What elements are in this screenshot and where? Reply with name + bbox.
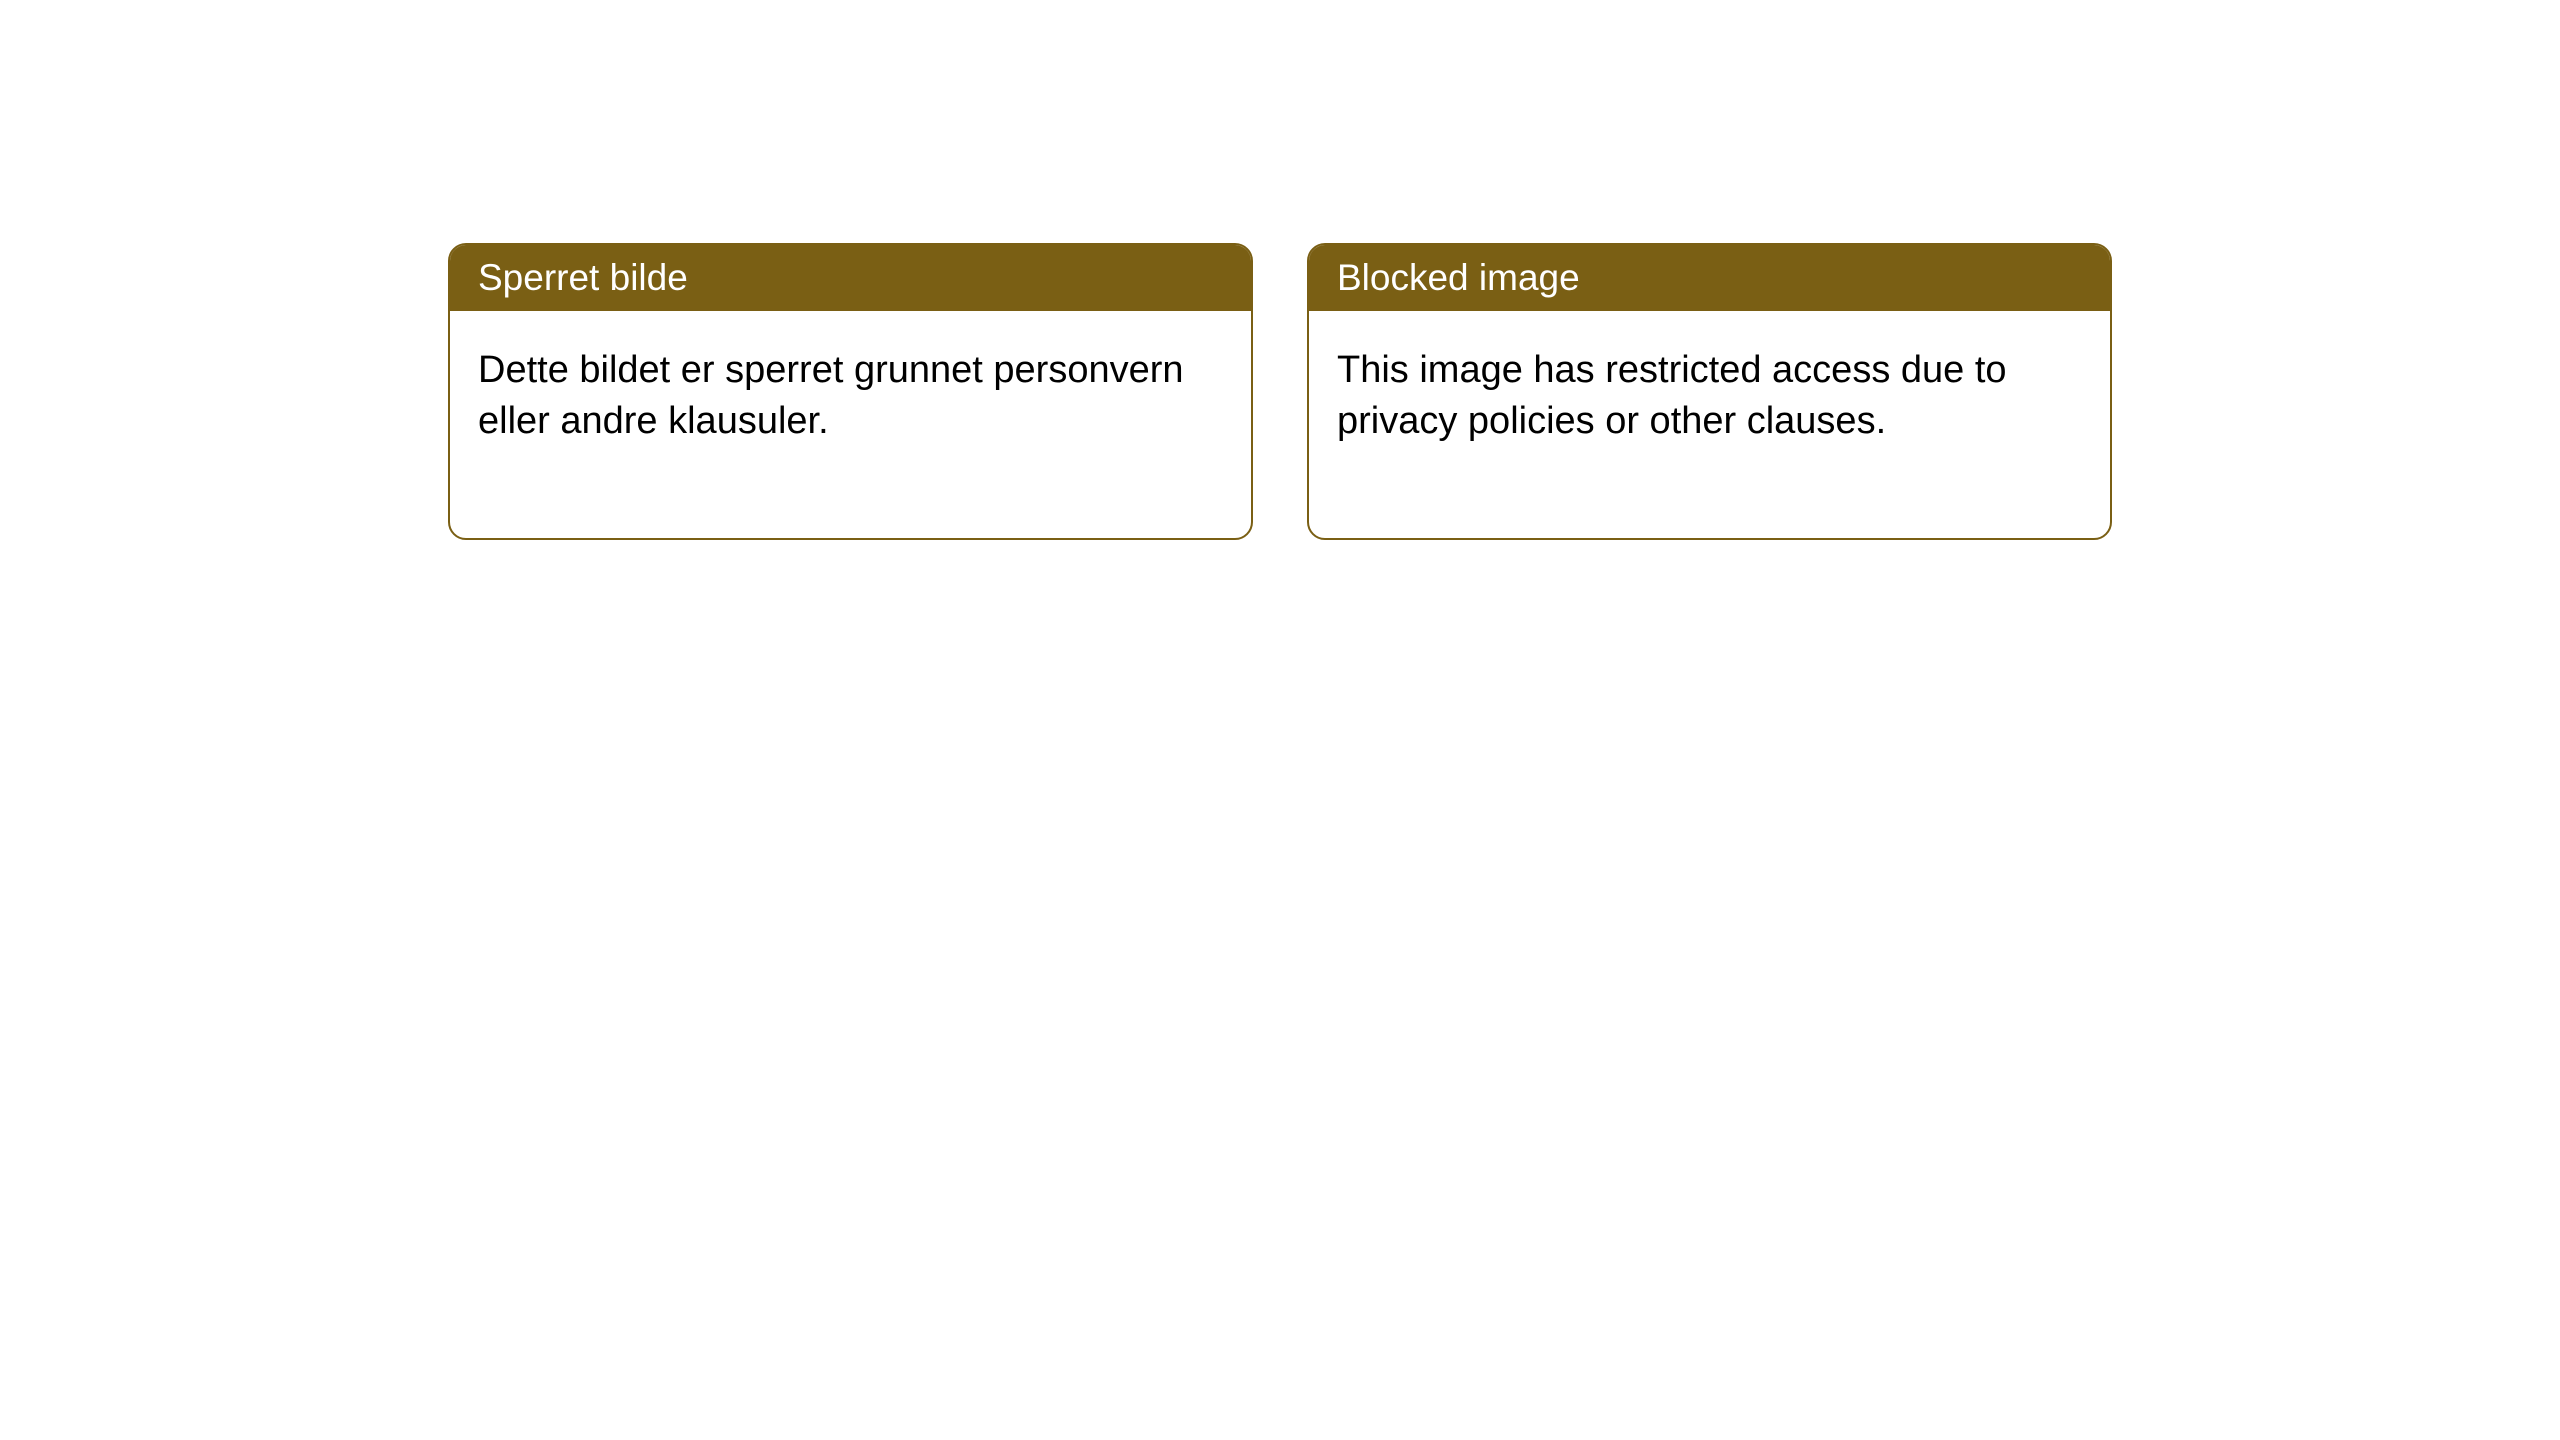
notice-card-norwegian: Sperret bilde Dette bildet er sperret gr…: [448, 243, 1253, 540]
notice-message: Dette bildet er sperret grunnet personve…: [478, 349, 1184, 442]
notice-header: Blocked image: [1309, 245, 2110, 311]
notice-body: Dette bildet er sperret grunnet personve…: [450, 311, 1251, 538]
notice-title: Sperret bilde: [478, 257, 688, 298]
notice-header: Sperret bilde: [450, 245, 1251, 311]
notice-container: Sperret bilde Dette bildet er sperret gr…: [448, 243, 2112, 540]
notice-title: Blocked image: [1337, 257, 1580, 298]
notice-card-english: Blocked image This image has restricted …: [1307, 243, 2112, 540]
notice-message: This image has restricted access due to …: [1337, 349, 2007, 442]
notice-body: This image has restricted access due to …: [1309, 311, 2110, 538]
